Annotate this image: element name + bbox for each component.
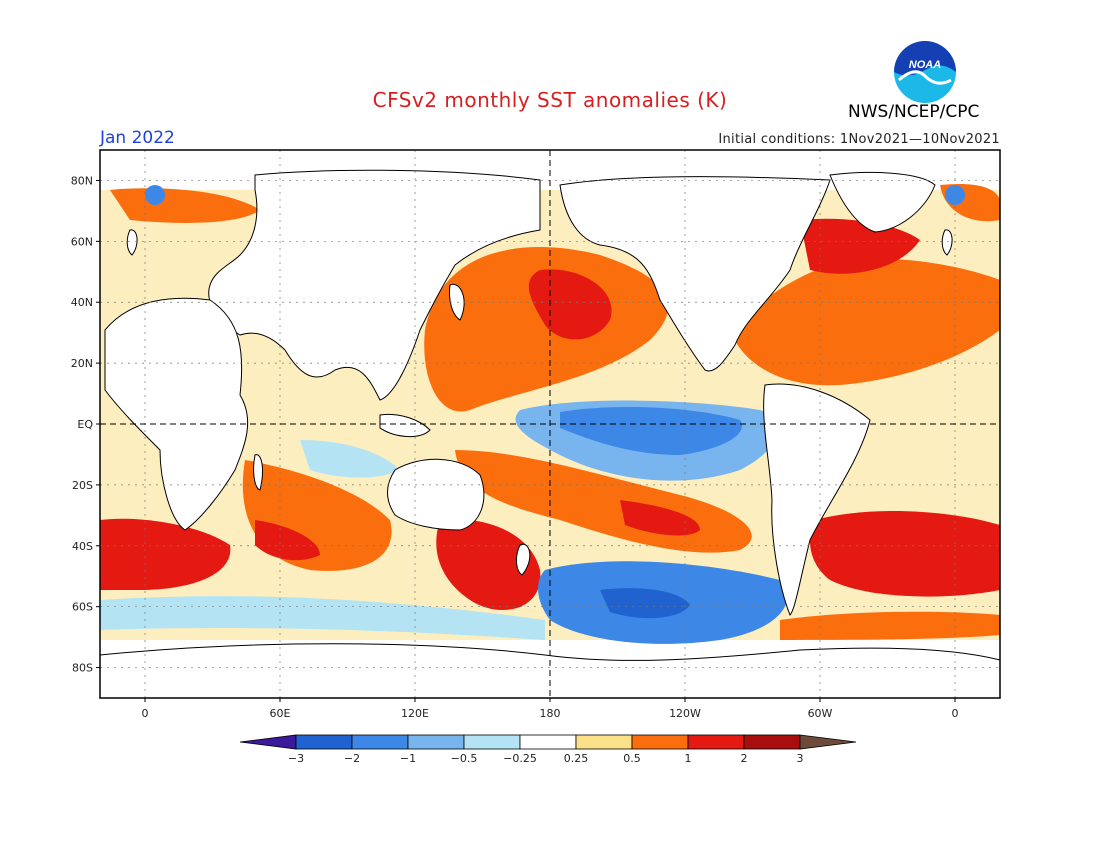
noaa-logo-icon: NOAA (894, 41, 956, 103)
longitude-labels: 0 60E 120E 180 120W 60W 0 (142, 698, 959, 720)
colorbar-swatch (407, 734, 465, 750)
lat-tick-label: 80S (72, 662, 93, 675)
colorbar-label: 2 (741, 752, 748, 765)
colorbar-swatch (519, 734, 577, 750)
colorbar-label: 0.25 (564, 752, 589, 765)
lat-tick-label: 20S (72, 479, 93, 492)
colorbar-label: −0.25 (503, 752, 537, 765)
land-uk (126, 229, 138, 256)
lat-tick-label: 60N (71, 235, 93, 248)
colorbar-low-arrow (239, 734, 297, 750)
latitude-labels: 80N 60N 40N 20N EQ 20S 40S 60S 80S (71, 174, 100, 675)
colorbar-high-arrow (799, 734, 857, 750)
logo-text: NOAA (909, 59, 941, 71)
land-eurasia (208, 169, 541, 401)
colorbar-swatch (687, 734, 745, 750)
land-north-america (559, 176, 831, 372)
lon-tick-label: 120E (401, 707, 429, 720)
colorbar-label: 3 (797, 752, 804, 765)
colorbar-swatch (295, 734, 353, 750)
lon-tick-label: 0 (952, 707, 959, 720)
land-australia (387, 458, 485, 531)
land-madagascar (253, 454, 263, 491)
colorbar-label: −2 (344, 752, 360, 765)
land-africa (104, 297, 249, 531)
land-japan (449, 283, 465, 321)
lat-tick-label: 80N (71, 174, 93, 187)
colorbar-label: −3 (288, 752, 304, 765)
colorbar-label: −1 (400, 752, 416, 765)
colorbar-label: 0.5 (623, 752, 641, 765)
colorbar-swatch (575, 734, 633, 750)
lon-tick-label: 0 (142, 707, 149, 720)
lon-tick-label: 180 (540, 707, 561, 720)
continents (100, 169, 1000, 698)
lat-tick-label: 40N (71, 296, 93, 309)
land-south-america (763, 383, 871, 616)
forecast-month-label: Jan 2022 (100, 128, 175, 148)
lat-tick-label: EQ (77, 418, 93, 431)
lat-tick-label: 60S (72, 601, 93, 614)
colorbar-swatch (743, 734, 801, 750)
colorbar-label: 1 (685, 752, 692, 765)
colorbar-swatch (463, 734, 521, 750)
colorbar-legend: −3 −2 −1 −0.5 −0.25 0.25 0.5 1 2 3 (239, 734, 857, 765)
land-new-zealand (516, 543, 531, 576)
lat-tick-label: 20N (71, 357, 93, 370)
lon-tick-label: 60E (270, 707, 291, 720)
colorbar-label: −0.5 (451, 752, 478, 765)
map-title: CFSv2 monthly SST anomalies (K) (372, 88, 728, 112)
land-indonesia (379, 413, 431, 437)
colorbar-swatch (351, 734, 409, 750)
initial-conditions-label: Initial conditions: 1Nov2021—10Nov2021 (718, 132, 1000, 147)
land-greenland (829, 172, 936, 233)
agency-label: NWS/NCEP/CPC (848, 102, 980, 122)
lon-tick-label: 60W (808, 707, 833, 720)
land-uk-east (941, 229, 953, 256)
reference-lines (100, 150, 1000, 698)
lat-tick-label: 40S (72, 540, 93, 553)
lon-tick-label: 120W (669, 707, 701, 720)
colorbar-swatch (631, 734, 689, 750)
